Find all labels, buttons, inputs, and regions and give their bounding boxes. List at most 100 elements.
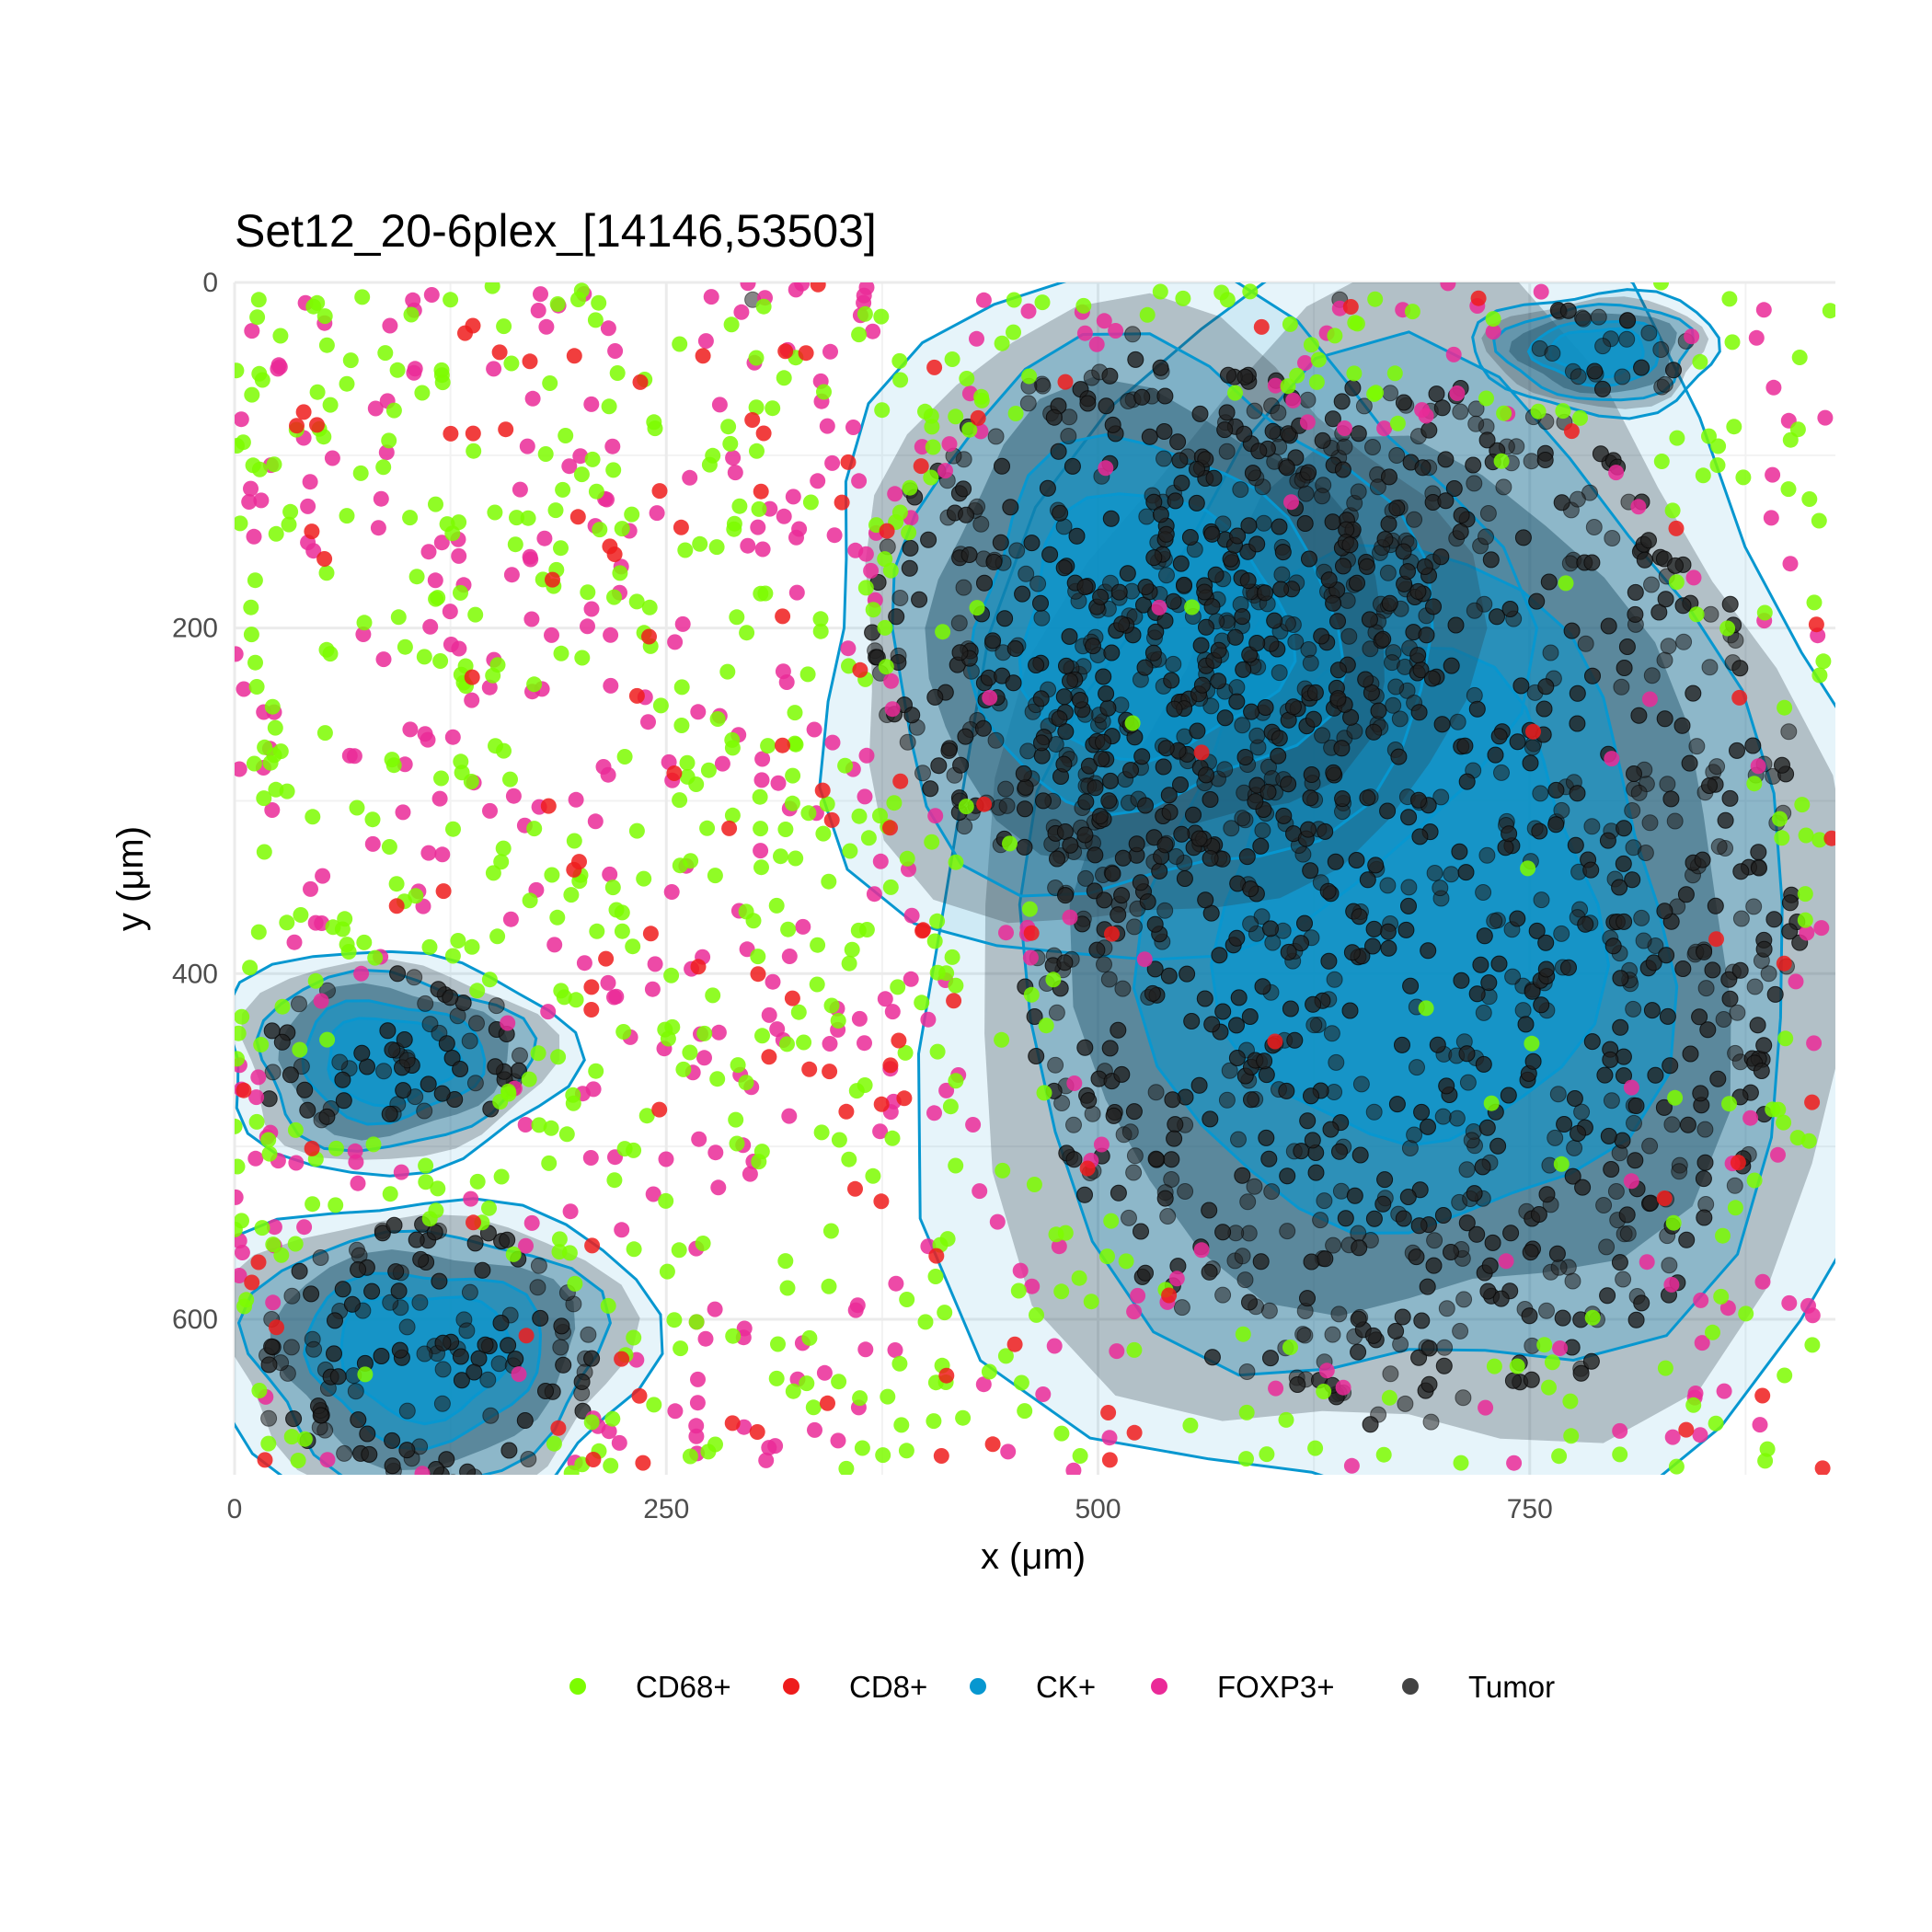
point-foxp3-pos [982, 690, 997, 706]
point-cd68-pos [1259, 1446, 1274, 1462]
point-cd68-pos [601, 1298, 616, 1314]
point-cd68-pos [1236, 1327, 1251, 1342]
point-tumor [1352, 1147, 1368, 1163]
point-tumor [1675, 961, 1691, 977]
point-tumor [1664, 1117, 1680, 1133]
point-foxp3-pos [247, 1151, 263, 1167]
point-tumor [1658, 592, 1673, 607]
point-foxp3-pos [1478, 1400, 1493, 1416]
point-tumor [1219, 405, 1235, 420]
point-tumor [1148, 1085, 1164, 1100]
point-foxp3-pos [904, 908, 920, 924]
point-tumor [1338, 1211, 1353, 1226]
point-cd68-pos [589, 484, 604, 500]
point-cd68-pos [465, 939, 480, 955]
point-tumor [1349, 853, 1364, 868]
point-cd68-pos [1815, 653, 1831, 669]
y-tick-label: 200 [172, 614, 218, 644]
point-tumor [1276, 808, 1292, 823]
point-tumor [1531, 1207, 1547, 1223]
point-foxp3-pos [1506, 1455, 1522, 1471]
point-foxp3-pos [750, 520, 765, 535]
point-tumor [1683, 1046, 1698, 1062]
point-tumor [998, 781, 1014, 797]
point-cd8-pos [1657, 1190, 1673, 1206]
point-tumor [958, 729, 973, 744]
point-cd68-pos [800, 666, 816, 682]
point-tumor [1049, 1005, 1064, 1020]
point-cd68-pos [247, 572, 263, 588]
point-foxp3-pos [789, 585, 805, 601]
point-cd68-pos [982, 1364, 997, 1380]
point-foxp3-pos [858, 546, 874, 562]
point-cd68-pos [532, 1117, 547, 1133]
point-tumor [1167, 493, 1183, 509]
point-tumor [1538, 935, 1554, 950]
point-foxp3-pos [927, 808, 943, 823]
point-tumor [1534, 892, 1549, 908]
point-tumor [1158, 741, 1174, 756]
point-tumor [1202, 1202, 1217, 1218]
point-tumor [952, 645, 968, 661]
point-cd68-pos [450, 933, 466, 949]
point-cd68-pos [673, 718, 689, 733]
point-cd68-pos [615, 1024, 631, 1040]
point-cd68-pos [375, 459, 391, 475]
point-tumor [517, 1413, 533, 1429]
point-tumor [443, 990, 458, 1006]
point-tumor [1476, 1005, 1491, 1020]
point-foxp3-pos [817, 1365, 833, 1381]
point-cd68-pos [627, 1241, 642, 1257]
point-tumor [1304, 1254, 1319, 1270]
point-cd8-pos [389, 898, 405, 914]
point-cd68-pos [615, 521, 630, 536]
point-cd68-pos [1746, 776, 1762, 791]
point-cd68-pos [1585, 1310, 1601, 1326]
point-foxp3-pos [1024, 1279, 1040, 1294]
point-tumor [1366, 1211, 1382, 1226]
point-foxp3-pos [1693, 1293, 1708, 1308]
point-cd8-pos [633, 374, 649, 390]
point-tumor [1148, 624, 1164, 639]
point-tumor [292, 1263, 307, 1279]
point-foxp3-pos [1765, 380, 1781, 396]
point-tumor [351, 1412, 366, 1428]
point-tumor [1048, 1057, 1064, 1073]
point-tumor [1453, 524, 1468, 540]
point-foxp3-pos [1753, 1417, 1768, 1432]
point-foxp3-pos [524, 1215, 540, 1231]
point-cd68-pos [874, 402, 890, 418]
point-cd68-pos [308, 973, 324, 989]
point-cd68-pos [257, 740, 272, 755]
point-cd68-pos [257, 845, 272, 860]
point-tumor [1087, 780, 1103, 796]
point-tumor [1247, 403, 1262, 419]
point-tumor [1561, 960, 1577, 975]
point-cd68-pos [1487, 1359, 1502, 1374]
point-foxp3-pos [942, 436, 958, 452]
point-tumor [1469, 986, 1485, 1002]
point-cd68-pos [1311, 352, 1327, 368]
point-tumor [1478, 529, 1494, 545]
point-cd68-pos [680, 769, 696, 785]
point-tumor [927, 689, 943, 705]
point-cd68-pos [280, 784, 295, 799]
point-cd68-pos [746, 913, 762, 928]
point-tumor [1631, 785, 1647, 800]
point-foxp3-pos [314, 994, 329, 1009]
point-tumor [1689, 739, 1705, 754]
point-cd68-pos [503, 356, 519, 372]
point-tumor [1194, 677, 1210, 693]
point-tumor [1030, 576, 1046, 592]
point-tumor [1315, 432, 1330, 448]
point-cd68-pos [677, 543, 693, 558]
point-tumor [1202, 1264, 1217, 1280]
point-cd68-pos [494, 1169, 510, 1185]
point-cd68-pos [918, 1314, 934, 1329]
point-cd8-pos [1678, 1422, 1694, 1438]
point-cd68-pos [709, 539, 725, 555]
point-cd68-pos [496, 318, 512, 334]
point-tumor [1510, 734, 1525, 750]
point-tumor [1377, 532, 1393, 547]
point-tumor [374, 1349, 389, 1364]
